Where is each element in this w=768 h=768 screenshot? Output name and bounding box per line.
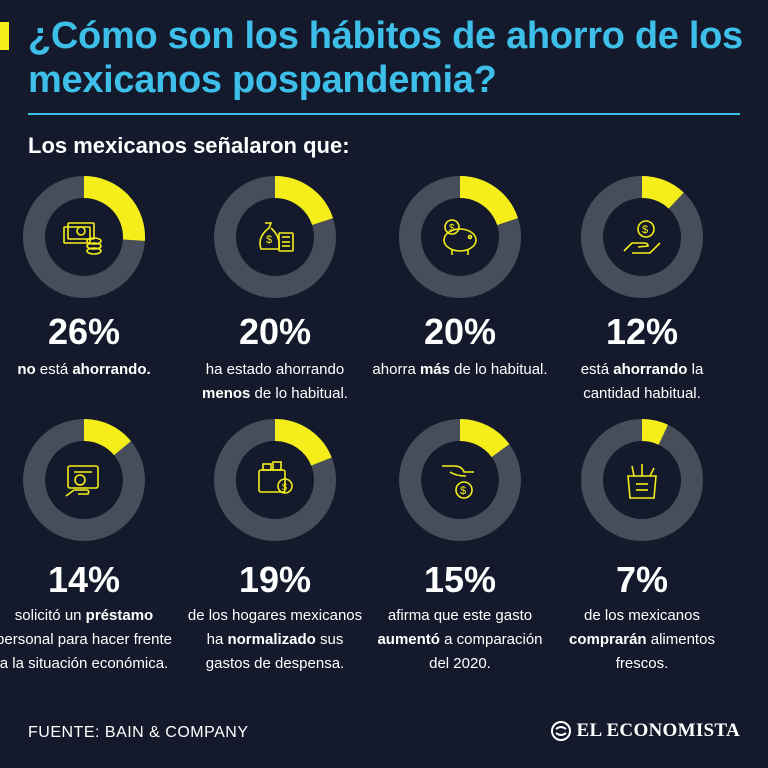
svg-text:$: $	[460, 485, 466, 497]
stat-description-emphasis: normalizado	[227, 631, 316, 648]
accent-bar	[0, 22, 9, 50]
stat-description: no está ahorrando.	[0, 358, 174, 382]
stat-description-text: está	[580, 361, 614, 378]
svg-text:$: $	[449, 223, 455, 234]
donut-slice	[274, 419, 332, 467]
source-note: FUENTE: BAIN & COMPANY	[28, 724, 249, 741]
stat-description-emphasis: préstamo	[85, 607, 154, 624]
stat-percentage: 15%	[423, 559, 497, 600]
stat-description-emphasis: menos	[202, 385, 251, 402]
hand-coin-icon: $	[623, 220, 661, 254]
stat-description-text: ha estado ahorrando	[205, 361, 345, 378]
donut-chart	[581, 419, 703, 541]
stat-description: de los hogares mexicanos ha normalizado …	[185, 604, 365, 676]
stat-description-text: alimentos frescos.	[615, 631, 715, 672]
hand-dropping-coin-icon: $	[442, 465, 474, 499]
title-divider	[28, 113, 740, 115]
stat-percentage: 20%	[238, 311, 312, 352]
donut-slice	[459, 176, 519, 226]
stat-description-text: afirma que este gasto	[387, 607, 533, 624]
donut-slice	[274, 176, 334, 226]
stat-description-text: sus gastos de despensa.	[205, 631, 345, 672]
banknotes-coins-icon	[63, 222, 102, 255]
stat-description-emphasis: aumentó	[377, 631, 440, 648]
logo-emblem-icon	[550, 721, 571, 741]
donut-chart	[23, 419, 145, 541]
brand-logo: EL ECONOMISTA	[550, 720, 741, 742]
stat-description: ahorra más de lo habitual.	[370, 358, 550, 382]
money-bag-calculator-icon: $	[259, 222, 294, 252]
donut-chart: $	[214, 176, 336, 298]
stat-description-emphasis: ahorrando	[613, 361, 688, 378]
stat-description-text: la cantidad habitual.	[583, 361, 704, 402]
stat-description-text: de lo habitual.	[250, 385, 348, 402]
donut-slice	[83, 176, 145, 241]
stat-percentage: 20%	[423, 311, 497, 352]
stat-description-text: de los hogares mexicanos ha	[187, 607, 363, 648]
stat-description: afirma que este gasto aumentó a comparac…	[370, 604, 550, 676]
stat-description-emphasis: más	[419, 361, 450, 378]
stat-description-text: ahorra	[372, 361, 420, 378]
loan-wallet-icon	[65, 465, 99, 497]
svg-text:$: $	[266, 234, 272, 246]
svg-text:$: $	[282, 482, 287, 492]
donut-chart: $	[214, 419, 336, 541]
donut-slice	[459, 419, 510, 458]
stat-description-text: a comparación del 2020.	[429, 631, 543, 672]
stat-description-emphasis: no	[17, 361, 36, 378]
stat-description: está ahorrando la cantidad habitual.	[552, 358, 732, 406]
stat-description: de los mexicanos comprarán alimentos fre…	[552, 604, 732, 676]
donut-chart	[23, 176, 145, 298]
stat-description-emphasis: comprarán	[569, 631, 647, 648]
subtitle: Los mexicanos señalaron que:	[28, 133, 350, 158]
donut-track	[581, 419, 703, 541]
stat-description-text: de lo habitual.	[449, 361, 548, 378]
page-title: ¿Cómo son los hábitos de ahorro de los m…	[28, 15, 743, 101]
stat-description: ha estado ahorrando menos de lo habitual…	[185, 358, 365, 406]
piggy-bank-icon: $	[443, 219, 477, 255]
grocery-bag-icon	[627, 464, 657, 499]
stat-description-text: personal para hacer frente a la situació…	[0, 631, 172, 672]
donut-chart: $	[399, 176, 521, 298]
stat-description-emphasis: ahorrando.	[72, 361, 151, 378]
stat-percentage: 19%	[238, 559, 312, 600]
donut-chart: $	[399, 419, 521, 541]
donut-slice	[641, 176, 684, 209]
donut-slice	[83, 419, 132, 456]
stat-description-text: solicitó un	[14, 607, 86, 624]
logo-text: EL ECONOMISTA	[576, 720, 740, 741]
donut-chart: $	[581, 176, 703, 298]
wallet-coin-icon: $	[258, 461, 293, 494]
svg-text:$: $	[642, 224, 648, 236]
stat-percentage: 14%	[47, 559, 121, 600]
stat-description: solicitó un préstamo personal para hacer…	[0, 604, 174, 676]
stat-description-text: de los mexicanos	[584, 607, 700, 624]
donut-slice	[641, 419, 668, 445]
stat-percentage: 7%	[615, 559, 669, 600]
stat-percentage: 26%	[47, 311, 121, 352]
donut-track	[581, 176, 703, 298]
stat-percentage: 12%	[605, 311, 679, 352]
stat-description-text: está	[35, 361, 73, 378]
